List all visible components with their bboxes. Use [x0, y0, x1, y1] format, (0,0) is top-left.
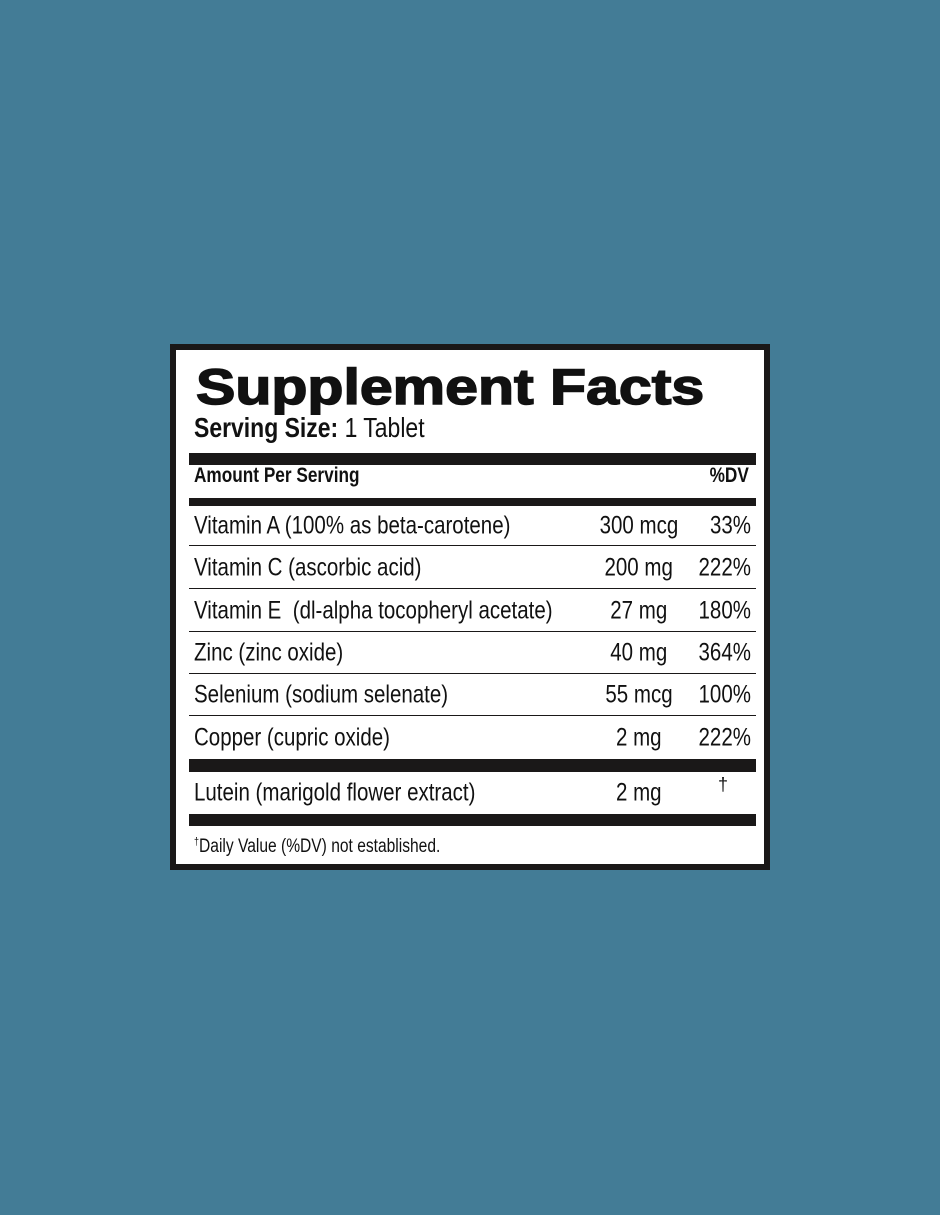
divider-medium — [189, 498, 756, 506]
serving-size: Serving Size: 1 Tablet — [194, 412, 475, 444]
nutrient-amount: 300 mcg — [599, 511, 679, 539]
nutrient-name: Vitamin C (ascorbic acid) — [194, 553, 422, 581]
nutrient-dv: 180% — [698, 596, 751, 624]
footnote: †Daily Value (%DV) not established. — [194, 836, 494, 858]
divider-thick — [189, 453, 756, 465]
nutrient-amount: 55 mcg — [605, 680, 673, 709]
panel-title: Supplement Facts — [195, 358, 705, 416]
nutrient-amount: 2 mg — [616, 778, 662, 807]
table-row: Selenium (sodium selenate) 55 mcg 100% — [189, 675, 756, 716]
nutrient-name: Vitamin E (dl-alpha tocopheryl acetate) — [194, 596, 553, 624]
serving-size-label: Serving Size: — [194, 412, 339, 443]
divider-thick — [189, 814, 756, 826]
table-row: Vitamin E (dl-alpha tocopheryl acetate) … — [189, 590, 756, 632]
nutrient-name: Lutein (marigold flower extract) — [194, 778, 476, 807]
table-row: Copper (cupric oxide) 2 mg 222% — [189, 717, 756, 759]
nutrient-dv: 222% — [698, 553, 751, 581]
nutrient-name: Zinc (zinc oxide) — [194, 638, 344, 667]
nutrient-amount: 200 mg — [604, 553, 674, 581]
nutrient-dv-dagger: † — [717, 774, 728, 795]
nutrient-name: Vitamin A (100% as beta-carotene) — [194, 511, 511, 539]
nutrient-amount: 2 mg — [616, 723, 662, 752]
nutrient-name: Copper (cupric oxide) — [194, 723, 390, 752]
footnote-dagger: † — [194, 836, 200, 848]
table-row: Zinc (zinc oxide) 40 mg 364% — [189, 633, 756, 674]
table-row: Lutein (marigold flower extract) 2 mg † — [189, 772, 756, 814]
nutrient-dv: 33% — [709, 511, 751, 539]
nutrient-amount: 27 mg — [610, 596, 668, 624]
nutrient-dv: 100% — [698, 680, 751, 709]
footnote-text: Daily Value (%DV) not established. — [199, 836, 441, 857]
table-row: Vitamin C (ascorbic acid) 200 mg 222% — [189, 547, 756, 589]
table-row: Vitamin A (100% as beta-carotene) 300 mc… — [189, 506, 756, 546]
serving-size-value: 1 Tablet — [344, 412, 425, 443]
supplement-facts-panel: Supplement Facts Serving Size: 1 Tablet … — [170, 344, 770, 870]
nutrient-dv: 364% — [698, 638, 751, 667]
header-dv: %DV — [709, 464, 749, 487]
nutrient-dv: 222% — [698, 723, 751, 752]
divider-thick — [189, 759, 756, 772]
nutrient-amount: 40 mg — [610, 638, 668, 667]
header-amount-per-serving: Amount Per Serving — [194, 464, 360, 487]
nutrient-name: Selenium (sodium selenate) — [194, 680, 449, 709]
